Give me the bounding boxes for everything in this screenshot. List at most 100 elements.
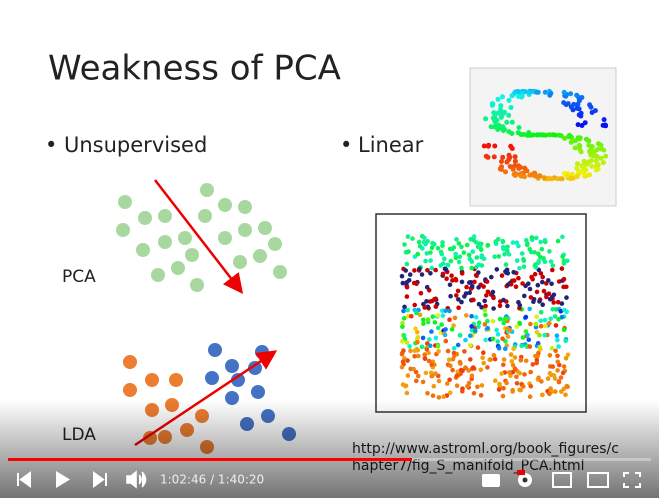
pca-point [440,313,446,318]
s-point [524,168,530,174]
pca-point [421,317,426,323]
pca-point [494,327,500,333]
pca-point [454,373,460,379]
pca-point [427,299,433,304]
pca-point [527,286,533,292]
pca-point [534,235,539,241]
pca-point [405,373,411,378]
pca-point [416,353,421,359]
pca-point [454,293,459,298]
pca-point [483,337,488,343]
pca-point [550,263,556,268]
pca-point [555,299,561,305]
pca-point [527,344,533,349]
pca-point [521,256,526,262]
pca-point [428,343,433,349]
pca-point [450,367,455,373]
pca-point [453,255,459,260]
pca-point [565,352,571,358]
pca-point [563,338,568,344]
pca-point [413,326,418,332]
pca-point [520,281,525,286]
pca-point [445,381,450,386]
pca-point [404,340,410,345]
bullet: • [45,133,57,157]
pca-point [522,293,527,299]
next-button[interactable] [93,471,107,488]
pca-point [535,282,541,288]
green-dot [253,249,267,263]
pca-point [514,324,520,329]
s-point [588,104,594,110]
s-point [587,148,593,154]
s-point [601,160,606,166]
s-point [574,105,580,111]
pca-point [454,383,460,389]
pca-point [443,308,448,314]
play-button[interactable] [56,471,70,488]
pca-point [552,376,558,381]
pca-point [501,357,507,362]
pca-point [476,324,481,330]
pca-point [443,267,449,273]
pca-point [435,343,441,349]
pca-point [430,373,435,379]
theater-button[interactable] [587,472,609,488]
pca-point [456,305,461,311]
pca-point [449,273,454,279]
pca-point [432,241,437,247]
pca-point [404,284,410,290]
s-point [558,176,563,182]
pca-point [425,268,430,273]
pca-point [532,250,537,255]
pca-point [468,343,473,348]
pca-point [535,341,541,346]
pca-point [403,268,409,273]
pca-point [500,336,505,342]
pca-point [480,355,485,361]
pca-point [492,254,497,259]
pca-point [512,355,518,360]
fullscreen-button[interactable] [623,472,641,488]
controls-shade [0,400,659,498]
pca-point [442,256,447,262]
s-point [509,93,515,99]
pca-point [430,314,436,319]
pca-point [558,309,564,314]
pca-point [412,302,418,308]
pca-point [528,321,533,327]
pca-point [493,378,498,384]
pca-point [514,258,520,263]
volume-button[interactable] [126,470,147,489]
miniplayer-button[interactable] [552,472,572,488]
pca-point [538,323,544,329]
s-point [512,154,518,160]
pca-point [469,283,475,289]
pca-point [505,303,510,309]
pca-point [474,273,479,279]
captions-button[interactable] [482,474,500,487]
pca-point [485,365,490,370]
pca-point [548,386,553,391]
pca-point [497,381,502,387]
pca-point [491,295,496,301]
pca-point [457,359,463,365]
pca-point [518,358,524,363]
pca-point [436,378,442,384]
pca-point [530,362,536,367]
pca-point [479,253,485,258]
pca-point [517,303,523,308]
pca-point [467,256,473,262]
pca-point [400,324,405,330]
pca-point [547,249,552,254]
pca-point [563,356,569,361]
previous-button[interactable] [17,471,31,488]
pca-point [503,262,509,267]
pca-point [440,243,445,248]
pca-point [514,381,520,386]
pca-point [501,297,506,303]
pca-point [400,359,406,365]
s-point [597,145,603,151]
pca-point [496,237,501,242]
pca-point [533,353,538,359]
